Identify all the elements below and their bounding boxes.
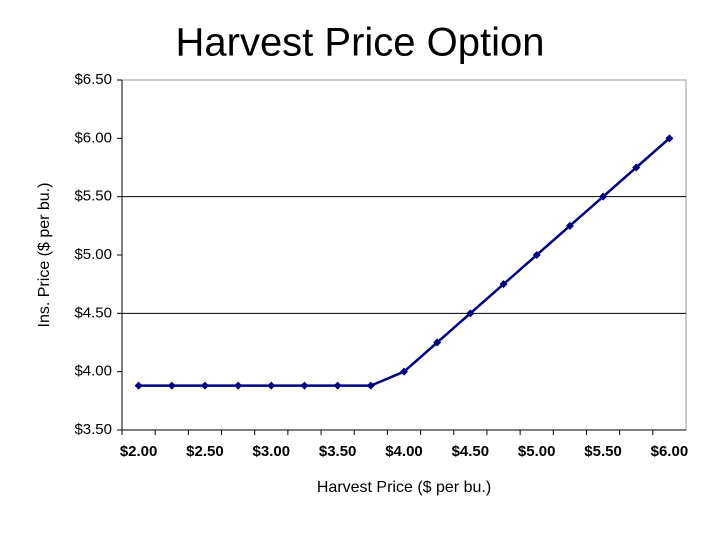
- y-tick-label: $3.50: [74, 421, 112, 438]
- x-tick-label: $6.00: [651, 443, 689, 460]
- x-tick-label: $5.50: [584, 443, 622, 460]
- x-tick-label: $2.50: [186, 443, 224, 460]
- x-tick-label: $4.00: [385, 443, 423, 460]
- y-tick-label: $5.50: [74, 188, 112, 205]
- marker: [167, 381, 176, 390]
- marker: [532, 251, 541, 259]
- y-tick-label: $4.50: [74, 304, 112, 321]
- marker: [267, 381, 276, 390]
- y-axis-label: Ins. Price ($ per bu.): [36, 183, 53, 328]
- marker: [200, 381, 209, 390]
- x-tick-label: $3.00: [253, 443, 291, 460]
- marker: [333, 381, 342, 390]
- marker: [134, 381, 143, 390]
- marker: [300, 381, 309, 390]
- marker: [632, 163, 641, 172]
- marker: [366, 381, 375, 390]
- y-tick-label: $4.00: [74, 363, 112, 380]
- x-axis-label: Harvest Price ($ per bu.): [317, 479, 491, 496]
- chart-title: Harvest Price Option: [175, 21, 544, 65]
- marker: [400, 367, 408, 376]
- x-tick-label: $3.50: [319, 443, 357, 460]
- line: [138, 137, 671, 387]
- marker: [466, 309, 475, 318]
- y-tick-label: $6.50: [74, 71, 112, 88]
- x-tick-label: $4.50: [452, 443, 490, 460]
- marker: [665, 134, 674, 143]
- marker: [499, 280, 508, 289]
- y-tick-label: $6.00: [74, 129, 112, 146]
- x-tick-label: $2.00: [120, 443, 158, 460]
- marker: [565, 221, 574, 230]
- marker: [599, 192, 608, 201]
- plot-area: [121, 79, 687, 431]
- x-tick-label: $5.00: [518, 443, 556, 460]
- y-tick-label: $5.00: [74, 246, 112, 263]
- marker: [433, 338, 442, 347]
- marker: [234, 381, 243, 390]
